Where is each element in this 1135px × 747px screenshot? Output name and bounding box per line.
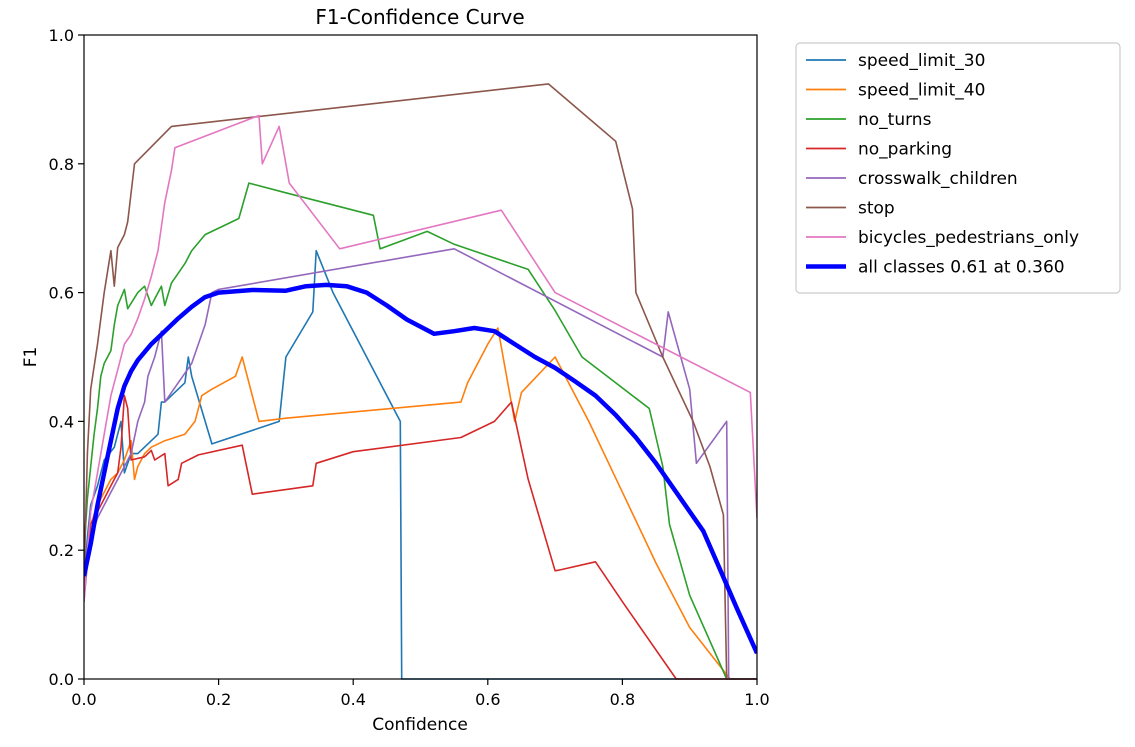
series-line-no-turns <box>84 182 757 680</box>
y-tick-label: 0.8 <box>49 155 74 174</box>
y-tick-label: 1.0 <box>49 26 74 45</box>
legend-label: crosswalk_children <box>858 169 1018 189</box>
y-axis-title: F1 <box>21 347 41 368</box>
x-tick-label: 0.0 <box>71 690 96 709</box>
y-tick-label: 0.2 <box>49 541 74 560</box>
legend-label: all classes 0.61 at 0.360 <box>858 258 1065 278</box>
series-line-bicycles-pedestrians-only <box>84 114 757 602</box>
x-axis: 0.0 0.2 0.4 0.6 0.8 1.0 <box>71 679 770 709</box>
x-tick-label: 1.0 <box>744 690 769 709</box>
legend-label: no_turns <box>858 110 932 130</box>
legend: speed_limit_30 speed_limit_40 no_turns no_p… <box>795 42 1121 294</box>
x-axis-title: Confidence <box>372 715 468 735</box>
x-tick-label: 0.2 <box>206 690 231 709</box>
chart-title: F1-Confidence Curve <box>315 5 524 29</box>
plot-area <box>84 83 757 680</box>
y-axis: 0.0 0.2 0.4 0.6 0.8 1.0 <box>49 26 84 689</box>
legend-label: stop <box>858 199 895 219</box>
y-tick-label: 0.4 <box>49 412 74 431</box>
series-line-no-parking <box>84 394 757 680</box>
x-tick-label: 0.8 <box>610 690 635 709</box>
y-tick-label: 0.6 <box>49 284 74 303</box>
plot-frame <box>83 34 758 680</box>
x-tick-label: 0.4 <box>340 690 365 709</box>
series-line-all-classes-0-61-at-0-360 <box>84 282 757 655</box>
legend-label: bicycles_pedestrians_only <box>858 228 1079 248</box>
x-tick-label: 0.6 <box>475 690 500 709</box>
series-line-speed-limit-40 <box>84 327 757 680</box>
legend-label: speed_limit_40 <box>858 81 985 101</box>
y-tick-label: 0.0 <box>49 670 74 689</box>
legend-box <box>795 42 1121 294</box>
series-line-crosswalk-children <box>84 248 757 680</box>
legend-label: speed_limit_30 <box>858 51 985 71</box>
series-line-stop <box>84 83 757 680</box>
legend-label: no_parking <box>858 140 952 160</box>
